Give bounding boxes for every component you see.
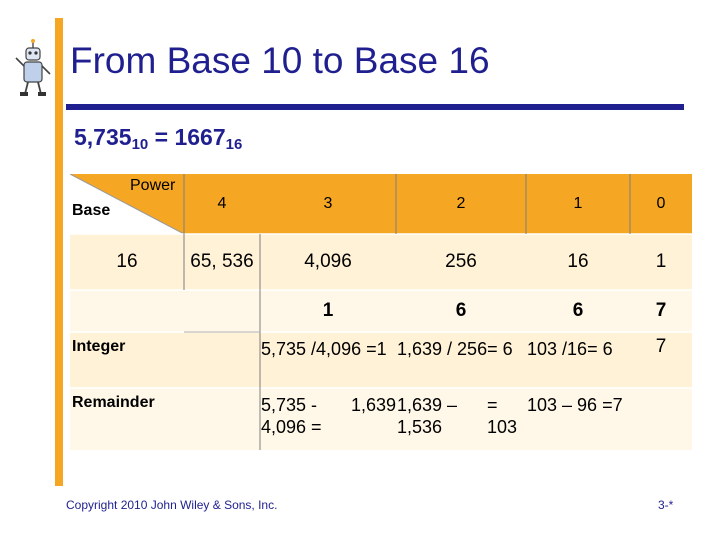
header-power-3: 3: [260, 174, 396, 234]
header-power-1: 1: [526, 174, 630, 234]
integer-calc-1-line2: = 6: [587, 339, 613, 359]
integer-calc-0: 7: [655, 336, 667, 357]
hex-base-subscript: 16: [225, 136, 243, 153]
remainder-calc-3: 5,735 - 4,096 = 1,639: [260, 388, 396, 450]
hex-value: 1667: [174, 124, 226, 150]
integer-calc-2: 1,639 / 256 = 6: [396, 332, 526, 388]
robot-mascot-icon: [15, 39, 51, 96]
accent-vertical-bar: [55, 18, 63, 486]
equals-sign: =: [148, 124, 175, 150]
place-value-3: 4,096: [260, 234, 396, 290]
page-number: 3-*: [658, 498, 674, 512]
digit-1: 6: [526, 290, 630, 332]
integer-calc-2-line1: 1,639 / 256: [397, 339, 488, 359]
remainder-calc-2-line1: 1,639 –1,536: [397, 395, 458, 437]
header-power-base-cell: Power Base: [70, 174, 184, 234]
digit-row-empty-left: [70, 290, 260, 332]
remainder-calc-1: 103 – 96 = 7: [526, 388, 630, 450]
digit-3: 1: [260, 290, 396, 332]
integer-calc-2-line2: = 6: [487, 339, 513, 359]
title-underline: [66, 104, 684, 110]
integer-calc-1: 103 /16 = 6: [526, 332, 630, 388]
remainder-calc-3-line1: 5,735 - 4,096 =: [261, 395, 322, 437]
remainder-calc-1-line1: 103 – 96 =: [527, 395, 613, 415]
integer-calc-3: 5,735 /4,096 = 1: [260, 332, 396, 388]
remainder-calc-2-line2: = 103: [487, 395, 518, 437]
digit-2: 6: [396, 290, 526, 332]
remainder-row-bg: [70, 388, 692, 450]
power-label: Power: [130, 177, 176, 194]
integer-label: Integer: [72, 338, 126, 355]
decimal-value: 5,735: [74, 124, 132, 150]
integer-calc-3-line1: 5,735 /4,096 =: [261, 339, 377, 359]
copyright-footer: Copyright 2010 John Wiley & Sons, Inc.: [66, 498, 278, 512]
header-power-2: 2: [396, 174, 526, 234]
place-value-2: 256: [396, 234, 526, 290]
remainder-calc-2: 1,639 –1,536 = 103: [396, 388, 526, 450]
remainder-label: Remainder: [72, 394, 155, 411]
place-value-4: 65, 536: [184, 234, 260, 290]
conversion-statement: 5,73510 = 166716: [74, 124, 243, 153]
integer-calc-1-line1: 103 /16: [527, 339, 588, 359]
conversion-table: Power Base 4 3 2 1 0 16 65, 536 4,096 25…: [70, 174, 692, 450]
header-power-0: 0: [630, 174, 692, 234]
page-title: From Base 10 to Base 16: [70, 40, 490, 81]
place-value-0: 1: [630, 234, 692, 290]
header-power-4: 4: [184, 174, 260, 234]
decimal-base-subscript: 10: [131, 136, 149, 153]
base-cell: 16: [70, 234, 184, 290]
remainder-calc-1-line2: 7: [612, 395, 623, 415]
base-label: Base: [72, 202, 111, 219]
remainder-calc-3-line2: 1,639: [350, 395, 396, 415]
place-value-1: 16: [526, 234, 630, 290]
integer-row-bg: [70, 332, 692, 388]
header-diagonal-shape: [70, 174, 184, 234]
digit-0: 7: [630, 290, 692, 332]
integer-calc-3-line2: 1: [376, 339, 387, 359]
